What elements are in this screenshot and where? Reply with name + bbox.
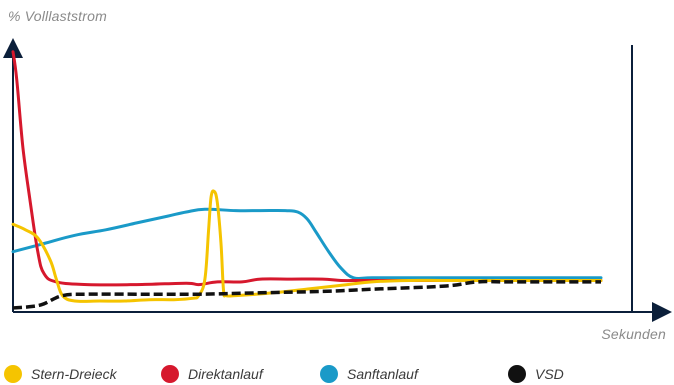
legend-label-stern-dreieck: Stern-Dreieck <box>31 365 117 382</box>
legend-item-direktanlauf: Direktanlauf <box>161 362 263 385</box>
legend-item-stern-dreieck: Stern-Dreieck <box>4 362 117 385</box>
legend-dot-vsd <box>508 364 526 383</box>
legend-label-direktanlauf: Direktanlauf <box>188 365 263 382</box>
legend-dot-sanftanlauf <box>320 364 338 383</box>
series-layer <box>11 50 603 310</box>
x-axis-label: Sekunden <box>601 326 666 342</box>
legend: Stern-Dreieck Direktanlauf Sanftanlauf V… <box>0 362 674 385</box>
series-line-vsd <box>12 279 601 310</box>
legend-dot-direktanlauf <box>161 364 179 383</box>
legend-label-vsd: VSD <box>535 365 564 382</box>
series-line-direktanlauf <box>11 50 603 287</box>
legend-item-vsd: VSD <box>508 362 564 385</box>
series-line-stern-dreieck <box>11 189 603 303</box>
legend-label-sanftanlauf: Sanftanlauf <box>347 365 418 382</box>
series-line-sanftanlauf <box>11 207 603 281</box>
legend-dot-stern-dreieck <box>4 364 22 383</box>
legend-item-sanftanlauf: Sanftanlauf <box>320 362 418 385</box>
y-axis-label: % Volllaststrom <box>8 8 107 24</box>
